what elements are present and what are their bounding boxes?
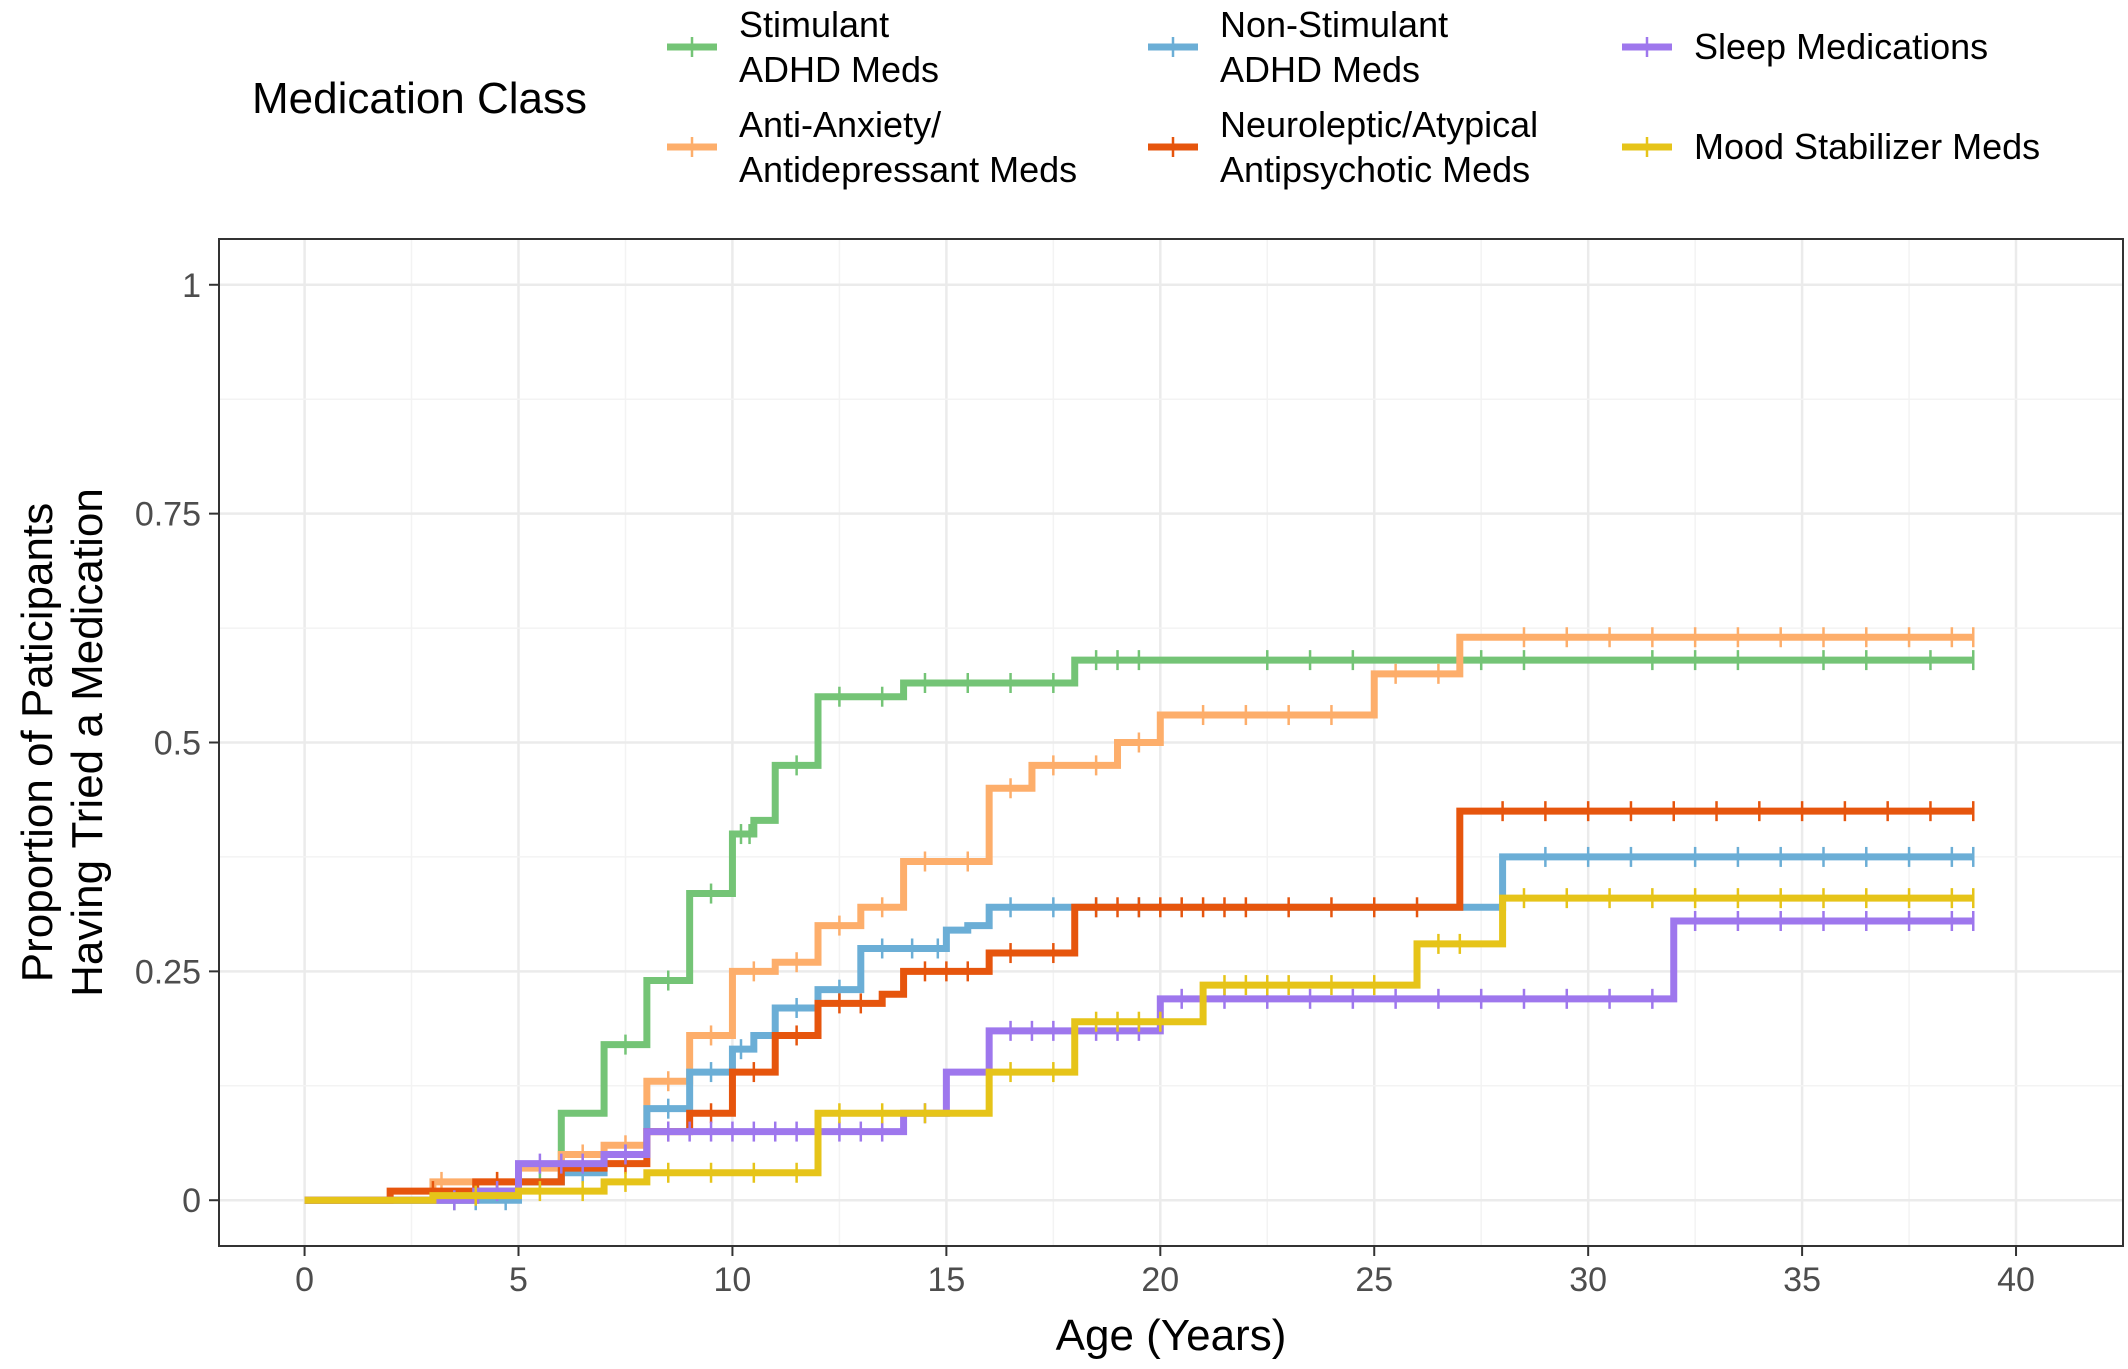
x-tick-label: 0 [295, 1261, 314, 1299]
legend-label: Sleep Medications [1694, 26, 1988, 67]
legend-label: Non-Stimulant [1220, 4, 1448, 45]
y-tick-label: 0 [182, 1182, 201, 1220]
legend-label: Antidepressant Meds [739, 149, 1077, 190]
series-5 [304, 888, 1975, 1206]
legend-label: Mood Stabilizer Meds [1694, 126, 2040, 167]
plot-panel [218, 238, 2124, 1247]
series-line [304, 853, 1974, 1204]
y-axis-title: Proportion of Paticipants Having Tried a … [13, 488, 112, 997]
legend-entry: Anti-Anxiety/Antidepressant Meds [667, 104, 1077, 190]
y-tick-label: 0.25 [135, 953, 201, 991]
x-axis-title: Age (Years) [1056, 1311, 1287, 1360]
series-line [304, 894, 1974, 1204]
y-axis-title-line: Proportion of Paticipants [13, 503, 62, 982]
y-axis-title-line: Having Tried a Medication [63, 488, 112, 997]
legend-label: Stimulant [739, 4, 889, 45]
x-tick-label: 5 [509, 1261, 528, 1299]
legend-entry: Sleep Medications [1622, 26, 1988, 67]
legend-label: Anti-Anxiety/ [739, 104, 941, 145]
x-tick-label: 20 [1141, 1261, 1179, 1299]
legend-entry: Mood Stabilizer Meds [1622, 126, 2040, 167]
legend-label: Neuroleptic/Atypical [1220, 104, 1538, 145]
y-tick-label: 0.75 [135, 496, 201, 534]
series-layer [304, 627, 1975, 1211]
x-tick-label: 35 [1783, 1261, 1821, 1299]
x-tick-label: 25 [1355, 1261, 1393, 1299]
x-tick-label: 10 [714, 1261, 752, 1299]
y-axis: 0 0.25 0.5 0.75 1 [135, 267, 219, 1220]
x-axis: 0 5 10 15 20 25 30 35 40 [295, 1246, 2035, 1299]
x-tick-label: 15 [927, 1261, 965, 1299]
y-tick-label: 1 [182, 267, 201, 305]
legend-label: ADHD Meds [739, 49, 939, 90]
legend-label: Antipsychotic Meds [1220, 149, 1530, 190]
grid [219, 239, 2123, 1246]
x-tick-label: 30 [1569, 1261, 1607, 1299]
x-tick-label: 40 [1997, 1261, 2035, 1299]
legend-label: ADHD Meds [1220, 49, 1420, 90]
legend-title: Medication Class [252, 74, 587, 123]
y-tick-label: 0.5 [154, 725, 201, 763]
